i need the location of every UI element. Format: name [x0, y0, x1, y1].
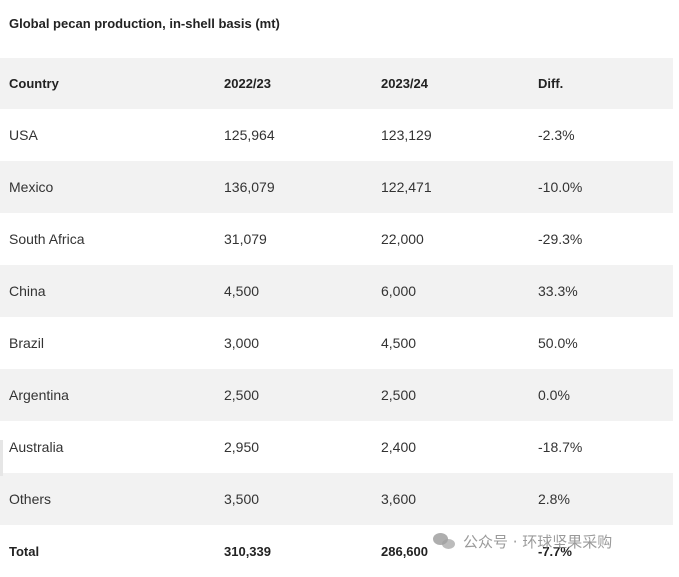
cell-country: South Africa	[9, 231, 85, 247]
total-label: Total	[9, 543, 40, 559]
cell-2023-24: 123,129	[381, 127, 432, 143]
table-row: Mexico 136,079 122,471 -10.0%	[0, 161, 673, 213]
cell-2023-24: 3,600	[381, 491, 417, 507]
total-2022-23: 310,339	[224, 543, 271, 559]
cell-2023-24: 4,500	[381, 335, 417, 351]
cell-2023-24: 2,400	[381, 439, 417, 455]
cell-diff: 2.8%	[538, 491, 570, 507]
cell-country: Mexico	[9, 179, 54, 195]
table-row: Argentina 2,500 2,500 0.0%	[0, 369, 673, 421]
watermark: 公众号 · 环球坚果采购	[433, 528, 612, 554]
table-row: South Africa 31,079 22,000 -29.3%	[0, 213, 673, 265]
cell-country: China	[9, 283, 46, 299]
cell-2023-24: 6,000	[381, 283, 417, 299]
cell-diff: -2.3%	[538, 127, 575, 143]
cell-diff: 33.3%	[538, 283, 578, 299]
cell-country: Others	[9, 491, 52, 507]
production-table: Country 2022/23 2023/24 Diff. USA 125,96…	[0, 58, 673, 577]
table-row: USA 125,964 123,129 -2.3%	[0, 109, 673, 161]
table-row: China 4,500 6,000 33.3%	[0, 265, 673, 317]
page-edge-divider	[0, 440, 3, 476]
cell-country: Brazil	[9, 335, 45, 351]
header-country: Country	[9, 76, 59, 91]
table-row: Australia 2,950 2,400 -18.7%	[0, 421, 673, 473]
watermark-text: 公众号 · 环球坚果采购	[463, 532, 613, 551]
cell-2022-23: 125,964	[224, 127, 275, 143]
cell-2022-23: 4,500	[224, 283, 260, 299]
cell-2022-23: 3,000	[224, 335, 260, 351]
table-header-row: Country 2022/23 2023/24 Diff.	[0, 58, 673, 109]
cell-2023-24: 2,500	[381, 387, 417, 403]
cell-2023-24: 122,471	[381, 179, 432, 195]
table-row: Brazil 3,000 4,500 50.0%	[0, 317, 673, 369]
table-title: Global pecan production, in-shell basis …	[9, 16, 280, 31]
cell-2022-23: 31,079	[224, 231, 267, 247]
cell-diff: -18.7%	[538, 439, 583, 455]
cell-country: Argentina	[9, 387, 69, 403]
cell-2022-23: 136,079	[224, 179, 275, 195]
cell-2022-23: 2,950	[224, 439, 260, 455]
cell-2022-23: 2,500	[224, 387, 260, 403]
cell-diff: 50.0%	[538, 335, 578, 351]
table-row: Others 3,500 3,600 2.8%	[0, 473, 673, 525]
wechat-icon	[433, 532, 457, 550]
cell-country: Australia	[9, 439, 64, 455]
header-2022-23: 2022/23	[224, 76, 271, 91]
header-diff: Diff.	[538, 76, 564, 91]
cell-diff: 0.0%	[538, 387, 570, 403]
cell-diff: -10.0%	[538, 179, 583, 195]
cell-diff: -29.3%	[538, 231, 583, 247]
cell-country: USA	[9, 127, 38, 143]
header-2023-24: 2023/24	[381, 76, 428, 91]
cell-2023-24: 22,000	[381, 231, 424, 247]
cell-2022-23: 3,500	[224, 491, 260, 507]
